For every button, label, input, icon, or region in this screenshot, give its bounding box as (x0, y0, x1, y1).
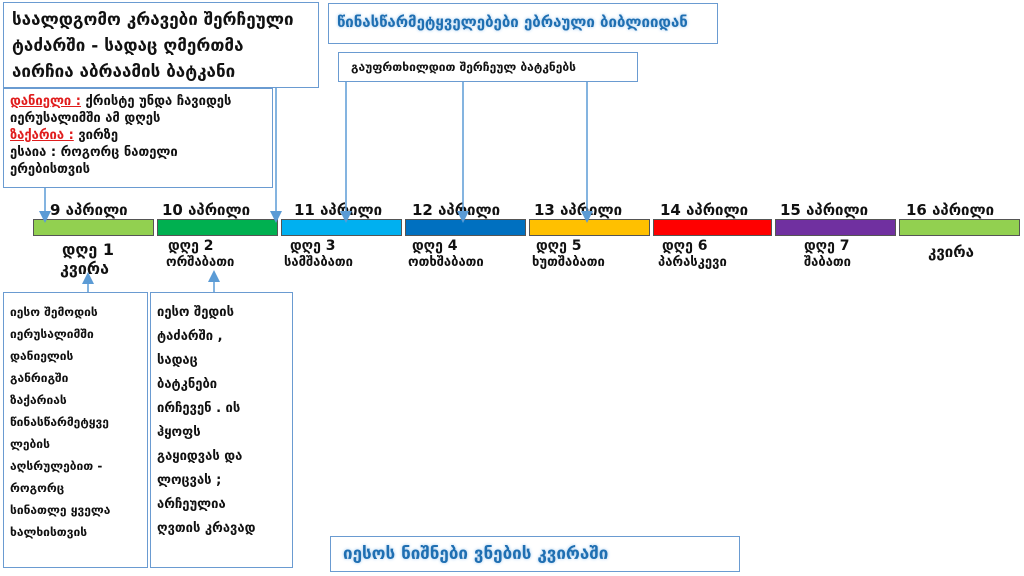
date-label: 16 აპრილი (906, 201, 995, 219)
day-name: შაბათი (804, 255, 851, 270)
isaiah-text: ესაია : როგორც ნათელი (10, 145, 178, 160)
isaiah-text-2: ერებისთვის (10, 162, 90, 177)
day-name: პარასკევი (658, 255, 727, 270)
day-number: დღე 3 (290, 238, 336, 254)
day-number: დღე 1 (62, 240, 114, 259)
day-name: კვირა (928, 243, 974, 261)
timeline-segment (775, 219, 896, 236)
box-line: ირჩევენ . ის (157, 401, 241, 416)
box-line: ლების (10, 437, 50, 451)
box-line: აღსრულებით - (10, 459, 103, 473)
timeline-segment (33, 219, 154, 236)
daniel-text: ქრისტე უნდა ჩავიდეს (85, 94, 232, 109)
prophecies-title: წინასწარმეტყველებები ებრაული ბიბლიიდან (337, 13, 688, 31)
box-line: იესო შედის (157, 305, 234, 320)
box-line: სინათლე ყველა (10, 503, 111, 517)
day-name: ორშაბათი (166, 255, 235, 270)
day-name: სამშაბათი (284, 255, 353, 270)
jesus-enters-box: იესო შემოდის იერუსალიმში დანიელის განრიგ… (3, 292, 148, 568)
box-line: როგორც (10, 481, 65, 495)
box-line: ღვთის კრავად (157, 521, 256, 536)
temple-box: იესო შედის ტაძარში , სადაც ბატკნები ირჩე… (150, 292, 293, 568)
lamb-selection-line: ტაძარში - სადაც ღმერთმა (12, 36, 244, 56)
date-label: 15 აპრილი (780, 201, 869, 219)
box-line: იესო შემოდის (10, 305, 98, 319)
box-line: ბატკნები (157, 377, 218, 392)
box-line: დანიელის (10, 349, 74, 363)
box-line: არჩეულია (157, 497, 226, 512)
lamb-selection-line: საალდგომო კრავები შერჩეული (12, 10, 294, 30)
timeline-segment (653, 219, 772, 236)
day-number: დღე 2 (168, 238, 214, 254)
box-line: გაყიდვას და (157, 449, 243, 464)
box-line: იერუსალიმში (10, 327, 94, 341)
date-label: 9 აპრილი (50, 201, 128, 219)
date-label: 14 აპრილი (660, 201, 749, 219)
day-number: დღე 5 (536, 238, 582, 254)
box-line: ჰყოფს (157, 425, 201, 440)
lamb-selection-box: საალდგომო კრავები შერჩეული ტაძარში - სად… (3, 2, 319, 88)
date-label: 10 აპრილი (162, 201, 251, 219)
box-line: ზაქარიას (10, 393, 67, 407)
date-label: 12 აპრილი (412, 201, 501, 219)
box-line: ლოცვას ; (157, 473, 222, 488)
zechariah-name: ზაქარია : (10, 128, 74, 143)
box-line: ხალხისთვის (10, 525, 88, 539)
day-number: დღე 4 (412, 238, 458, 254)
box-line: სადაც (157, 353, 198, 368)
daniel-name: დანიელი : (10, 94, 81, 109)
guard-lambs-box: გაუფრთხილდით შერჩეულ ბატკნებს (338, 52, 638, 82)
box-line: ტაძარში , (157, 329, 223, 344)
zechariah-text: ვირზე (78, 128, 119, 143)
guard-lambs-text: გაუფრთხილდით შერჩეულ ბატკნებს (351, 60, 576, 74)
daniel-text-2: იერუსალიმში ამ დღეს (10, 111, 161, 126)
box-line: განრიგში (10, 371, 69, 385)
day-name: კვირა (60, 259, 109, 278)
timeline-segment (899, 219, 1020, 236)
lamb-selection-line: აირჩია აბრაამის ბატკანი (12, 62, 236, 82)
timeline-segment (157, 219, 278, 236)
passion-week-title: იესოს ნიშნები ვნების კვირაში (343, 544, 609, 564)
day-name: ხუთშაბათი (532, 255, 605, 270)
passion-week-title-box: იესოს ნიშნები ვნების კვირაში (330, 536, 740, 572)
prophets-box: დანიელი : ქრისტე უნდა ჩავიდეს იერუსალიმშ… (3, 88, 273, 188)
day-number: დღე 7 (804, 238, 850, 254)
day-name: ოთხშაბათი (408, 255, 484, 270)
date-label: 11 აპრილი (294, 201, 383, 219)
box-line: წინასწარმეტყვე (10, 415, 109, 429)
day-number: დღე 6 (662, 238, 708, 254)
prophecies-title-box: წინასწარმეტყველებები ებრაული ბიბლიიდან (328, 3, 718, 44)
date-label: 13 აპრილი (534, 201, 623, 219)
